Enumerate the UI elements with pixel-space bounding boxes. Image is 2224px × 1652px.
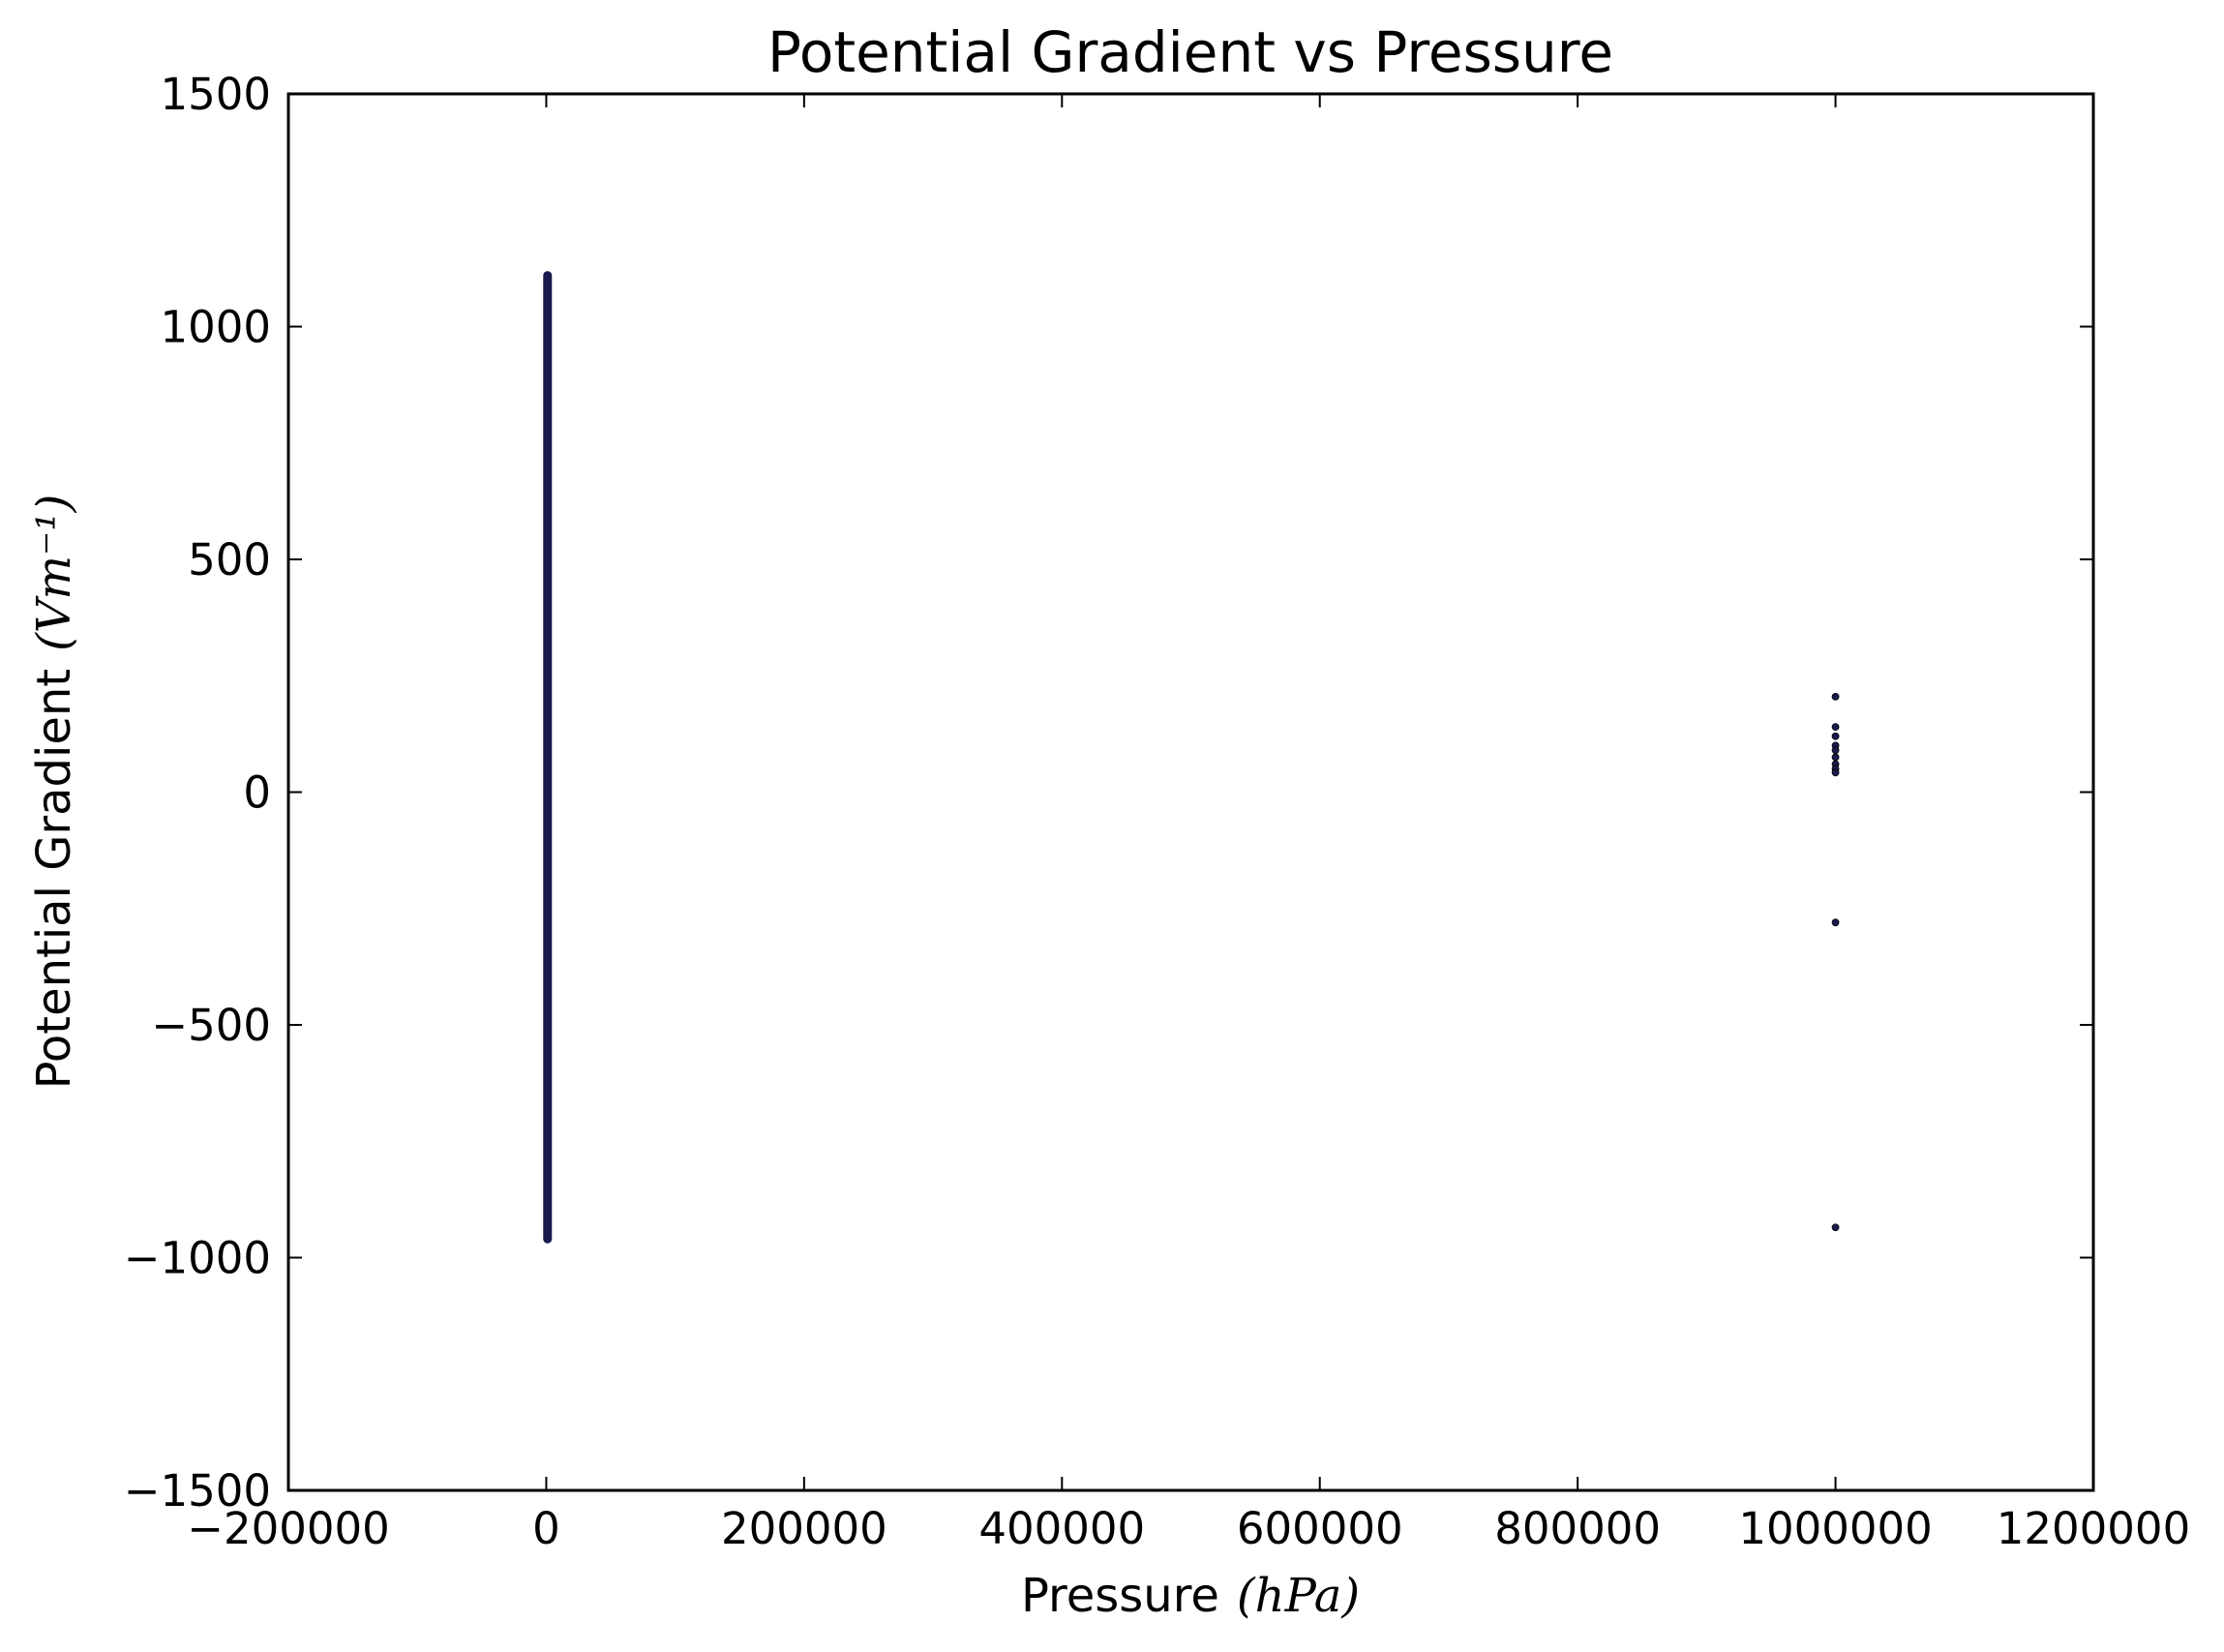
y-tick-label: −1000 [124,1233,271,1284]
y-tick-label: 0 [243,767,271,819]
y-axis-unit: (Vm⁻¹) [27,495,81,651]
x-tick-label: 1000000 [1738,1503,1932,1554]
y-axis: −1500 −1000 −500 0 500 1000 1500 [124,69,2093,1517]
data-point [1831,768,1840,777]
data-point [1831,723,1840,732]
chart-title: Potential Gradient vs Pressure [767,19,1613,85]
x-tick-label: 400000 [978,1503,1145,1554]
y-tick-label: 1000 [160,302,271,353]
plot-area [288,94,2093,1490]
x-axis-label-text: Pressure [1021,1569,1219,1623]
y-axis-label-text: Potential Gradient [27,669,81,1089]
data-point [1831,732,1840,740]
plot-frame [286,92,2095,1492]
x-axis-unit: (hPa) [1237,1569,1360,1623]
data-points [543,271,1840,1244]
x-tick-label: 200000 [721,1503,887,1554]
data-point [1831,746,1840,755]
data-point [1831,1223,1840,1232]
x-axis: −200000 0 200000 400000 600000 800000 1000000 1… [187,94,2190,1554]
y-axis-label: Potential Gradient (Vm⁻¹) [27,495,81,1090]
y-tick-label: 500 [188,534,271,586]
data-point [1831,918,1840,927]
x-tick-label: −200000 [187,1503,390,1554]
x-axis-label: Pressure (hPa) [1021,1569,1360,1623]
y-tick-label: −500 [151,1000,271,1051]
y-tick-label: 1500 [160,69,271,120]
x-tick-label: 600000 [1237,1503,1403,1554]
x-tick-label: 1200000 [1997,1503,2190,1554]
y-tick-label: −1500 [124,1465,271,1517]
x-tick-label: 0 [532,1503,560,1554]
data-point [1831,753,1840,762]
x-tick-label: 800000 [1494,1503,1661,1554]
data-point [1831,692,1840,701]
